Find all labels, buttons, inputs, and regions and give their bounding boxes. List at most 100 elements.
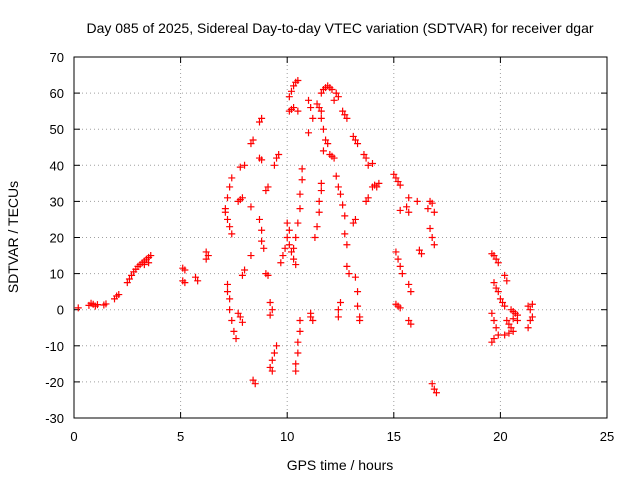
data-point: [294, 76, 302, 84]
data-point: [287, 87, 295, 95]
data-point: [292, 367, 300, 375]
data-point: [394, 178, 402, 186]
data-point: [499, 298, 507, 306]
data-point: [332, 172, 340, 180]
data-point: [332, 89, 340, 97]
y-axis-label: SDTVAR / TECUs: [5, 181, 21, 293]
data-point: [315, 104, 323, 112]
data-point: [501, 331, 509, 339]
data-point: [294, 338, 302, 346]
data-point: [247, 140, 255, 148]
y-tick-label: -10: [45, 339, 64, 354]
data-point: [373, 183, 381, 191]
data-point: [330, 154, 338, 162]
data-point: [345, 270, 353, 278]
data-point: [513, 317, 521, 325]
data-point: [285, 226, 293, 234]
data-point: [339, 107, 347, 115]
data-point: [428, 199, 436, 207]
data-point: [394, 255, 402, 263]
y-tick-label: 60: [50, 86, 64, 101]
data-point: [349, 219, 357, 227]
data-point: [258, 114, 266, 122]
data-point: [494, 259, 502, 267]
data-point: [364, 194, 372, 202]
data-point: [147, 252, 155, 260]
data-point: [296, 190, 304, 198]
data-point: [224, 288, 232, 296]
data-point: [232, 335, 240, 343]
data-point: [255, 215, 263, 223]
data-point: [298, 176, 306, 184]
data-point: [262, 187, 270, 195]
data-point: [296, 205, 304, 213]
data-point: [392, 174, 400, 182]
data-point: [226, 183, 234, 191]
data-point: [224, 194, 232, 202]
y-tick-label: 0: [57, 303, 64, 318]
data-point: [343, 241, 351, 249]
data-point: [238, 318, 246, 326]
data-point: [351, 273, 359, 281]
data-point: [524, 302, 532, 310]
data-point: [285, 241, 293, 249]
data-point: [283, 234, 291, 241]
data-point: [396, 262, 404, 270]
data-point: [315, 208, 323, 216]
data-point: [226, 306, 234, 314]
data-point: [181, 266, 189, 274]
data-point: [405, 280, 413, 288]
data-point: [226, 223, 234, 231]
data-point: [266, 311, 274, 319]
data-point: [298, 165, 306, 173]
data-point: [260, 244, 268, 252]
data-point: [294, 219, 302, 227]
data-point: [281, 244, 289, 252]
data-point: [490, 317, 498, 325]
data-point: [294, 349, 302, 357]
data-point: [228, 174, 236, 182]
x-tick-label: 25: [600, 429, 614, 444]
data-point: [315, 197, 323, 205]
data-point: [390, 170, 398, 178]
data-point: [407, 320, 415, 328]
data-point: [317, 187, 325, 195]
data-point: [317, 107, 325, 115]
data-point: [334, 313, 342, 321]
data-point: [413, 197, 421, 205]
data-point: [294, 107, 302, 115]
data-point: [405, 194, 413, 202]
data-point: [277, 259, 285, 267]
data-point: [102, 300, 110, 308]
chart-title: Day 085 of 2025, Sidereal Day-to-day VTE…: [86, 20, 593, 36]
y-tick-label: 10: [50, 267, 64, 282]
data-point: [430, 208, 438, 216]
data-point: [528, 300, 536, 308]
data-point: [305, 129, 313, 137]
x-tick-label: 20: [493, 429, 507, 444]
data-point: [501, 271, 509, 279]
x-axis-label: GPS time / hours: [287, 457, 394, 473]
data-point: [309, 114, 317, 122]
data-point: [290, 244, 298, 252]
data-point: [234, 309, 242, 317]
data-point: [311, 234, 319, 241]
data-point: [341, 212, 349, 220]
data-point: [424, 205, 432, 213]
data-point: [362, 154, 370, 162]
data-point: [356, 317, 364, 325]
data-point: [407, 288, 415, 296]
data-point: [415, 246, 423, 254]
data-point: [492, 324, 500, 332]
data-point: [292, 261, 300, 269]
data-point: [334, 93, 342, 101]
data-point: [403, 203, 411, 211]
data-point: [241, 161, 249, 169]
data-point: [224, 215, 232, 223]
data-point: [228, 230, 236, 238]
data-point: [432, 389, 440, 397]
data-point: [396, 304, 404, 312]
data-point: [317, 114, 325, 122]
data-point: [430, 241, 438, 249]
